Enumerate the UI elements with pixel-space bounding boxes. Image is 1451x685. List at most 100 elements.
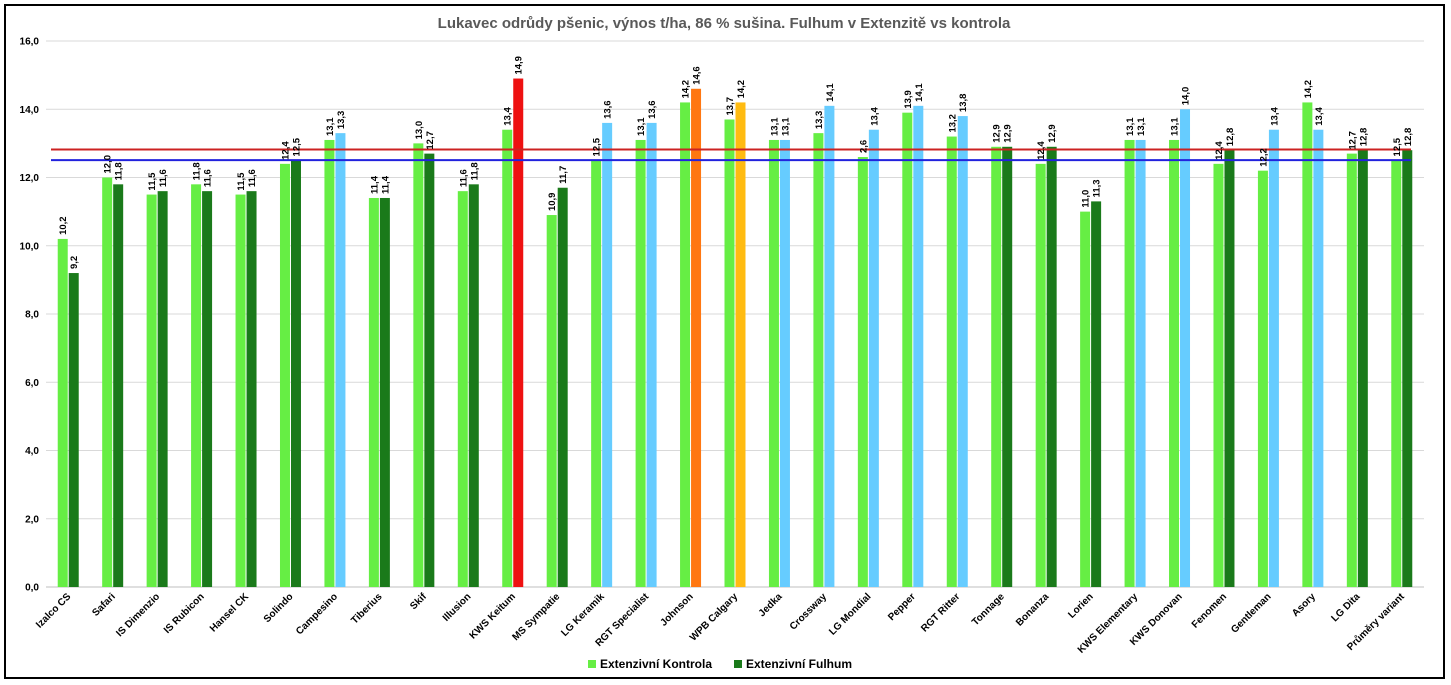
bar-kontrola bbox=[813, 133, 824, 587]
bar-kontrola bbox=[279, 163, 290, 587]
x-tick-label: IS Rubicon bbox=[162, 591, 207, 636]
bar-kontrola bbox=[235, 194, 246, 587]
bar-kontrola bbox=[902, 112, 913, 587]
data-label-kontrola: 11,5 bbox=[147, 172, 158, 191]
data-label-fulhum: 12,9 bbox=[1003, 124, 1014, 143]
x-tick-label: Izalco CS bbox=[34, 591, 73, 630]
x-tick-label: Skif bbox=[408, 591, 429, 612]
data-label-fulhum: 14,6 bbox=[692, 66, 703, 85]
bar-kontrola bbox=[1346, 153, 1357, 588]
y-tick-label: 8,0 bbox=[25, 310, 39, 321]
x-tick-label: Campesino bbox=[294, 591, 340, 637]
y-tick-label: 10,0 bbox=[20, 241, 40, 252]
bar-fulhum bbox=[424, 153, 435, 588]
bar-fulhum bbox=[1313, 129, 1324, 587]
data-label-fulhum: 12,8 bbox=[1403, 128, 1414, 147]
data-label-fulhum: 12,5 bbox=[291, 137, 302, 156]
x-tick-label: Fenomen bbox=[1190, 591, 1229, 630]
data-label-fulhum: 13,6 bbox=[603, 100, 614, 119]
data-label-fulhum: 14,9 bbox=[514, 56, 525, 75]
data-label-fulhum: 14,0 bbox=[1181, 87, 1192, 106]
legend-swatch-kontrola bbox=[588, 660, 596, 668]
data-label-fulhum: 11,6 bbox=[158, 169, 169, 187]
reference-lines bbox=[51, 148, 1411, 162]
bar-kontrola bbox=[191, 184, 202, 587]
data-label-fulhum: 13,4 bbox=[1314, 107, 1325, 126]
y-axis: 0,0 2,0 4,0 6,0 8,0 10,0 12,0 14,0 16,0 bbox=[20, 37, 1424, 594]
x-tick-label: Solindo bbox=[262, 591, 296, 625]
data-label-kontrola: 11,6 bbox=[458, 169, 469, 187]
x-tick-label: Jedka bbox=[757, 591, 785, 619]
x-tick-label: LG Mondial bbox=[827, 591, 873, 637]
bar-kontrola bbox=[991, 146, 1002, 587]
data-label-kontrola: 12,4 bbox=[1036, 141, 1047, 160]
bar-kontrola bbox=[1035, 163, 1046, 587]
bar-fulhum bbox=[957, 116, 968, 587]
data-label-kontrola: 12,9 bbox=[992, 124, 1003, 143]
bar-kontrola bbox=[1257, 170, 1268, 588]
bar-fulhum bbox=[468, 184, 479, 587]
data-label-fulhum: 11,7 bbox=[558, 166, 569, 184]
data-label-fulhum: 11,8 bbox=[114, 162, 125, 180]
data-label-kontrola: 2,6 bbox=[858, 140, 869, 153]
data-label-fulhum: 13,4 bbox=[869, 107, 880, 126]
bar-kontrola bbox=[324, 139, 335, 587]
bar-fulhum bbox=[246, 191, 257, 587]
data-label-kontrola: 12,2 bbox=[1258, 148, 1269, 167]
bar-fulhum bbox=[1224, 150, 1235, 587]
data-label-kontrola: 12,4 bbox=[1214, 141, 1225, 160]
bar-kontrola bbox=[1302, 102, 1313, 588]
x-tick-label: KWS Keitum bbox=[468, 591, 518, 641]
data-label-fulhum: 12,8 bbox=[1225, 128, 1236, 147]
x-tick-label: Asory bbox=[1290, 591, 1318, 619]
data-label-fulhum: 13,1 bbox=[780, 117, 791, 136]
bar-kontrola bbox=[857, 157, 868, 587]
y-tick-label: 4,0 bbox=[25, 446, 39, 457]
data-label-kontrola: 13,1 bbox=[636, 117, 647, 136]
bar-fulhum bbox=[868, 129, 879, 587]
bar-kontrola bbox=[768, 139, 779, 587]
bar-fulhum bbox=[157, 191, 168, 587]
bar-fulhum bbox=[735, 102, 746, 588]
bar-fulhum bbox=[1091, 201, 1102, 587]
data-label-kontrola: 13,3 bbox=[814, 111, 825, 130]
data-label-kontrola: 12,7 bbox=[1347, 131, 1358, 150]
bar-kontrola bbox=[1080, 211, 1091, 587]
bar-fulhum bbox=[1268, 129, 1279, 587]
bar-kontrola bbox=[1169, 139, 1180, 587]
bar-chart: Lukavec odrůdy pšenic, výnos t/ha, 86 % … bbox=[20, 15, 1424, 671]
bar-fulhum bbox=[1046, 146, 1057, 587]
y-tick-label: 2,0 bbox=[25, 514, 39, 525]
data-label-kontrola: 13,7 bbox=[725, 97, 736, 116]
chart-title: Lukavec odrůdy pšenic, výnos t/ha, 86 % … bbox=[438, 15, 1011, 32]
data-label-fulhum: 13,4 bbox=[1269, 107, 1280, 126]
data-label-fulhum: 12,7 bbox=[425, 131, 436, 150]
bars bbox=[57, 78, 1413, 588]
bar-fulhum bbox=[68, 273, 79, 587]
x-tick-label: WPB Calgary bbox=[688, 591, 740, 643]
bar-kontrola bbox=[1391, 160, 1402, 587]
x-tick-label: Gentleman bbox=[1229, 591, 1273, 635]
data-label-fulhum: 11,3 bbox=[1092, 179, 1103, 197]
data-label-kontrola: 12,5 bbox=[592, 137, 603, 156]
data-label-fulhum: 9,2 bbox=[69, 256, 80, 269]
bar-fulhum bbox=[557, 187, 568, 588]
gridlines bbox=[46, 40, 1424, 588]
x-tick-label: Bonanza bbox=[1014, 591, 1052, 629]
y-tick-label: 6,0 bbox=[25, 378, 39, 389]
data-label-kontrola: 13,9 bbox=[903, 90, 914, 109]
x-tick-label: Safari bbox=[90, 591, 118, 619]
data-label-kontrola: 10,2 bbox=[58, 216, 69, 235]
data-label-kontrola: 11,4 bbox=[369, 175, 380, 194]
bar-kontrola bbox=[946, 136, 957, 588]
x-tick-label: MS Sympatie bbox=[511, 591, 563, 643]
bar-fulhum bbox=[1402, 150, 1413, 587]
x-tick-label: Pepper bbox=[886, 591, 918, 623]
bar-fulhum bbox=[290, 160, 301, 587]
bar-kontrola bbox=[724, 119, 735, 588]
data-label-fulhum: 11,8 bbox=[469, 162, 480, 180]
data-label-fulhum: 11,4 bbox=[380, 175, 391, 194]
data-label-fulhum: 12,8 bbox=[1358, 128, 1369, 147]
data-label-kontrola: 13,2 bbox=[947, 114, 958, 133]
